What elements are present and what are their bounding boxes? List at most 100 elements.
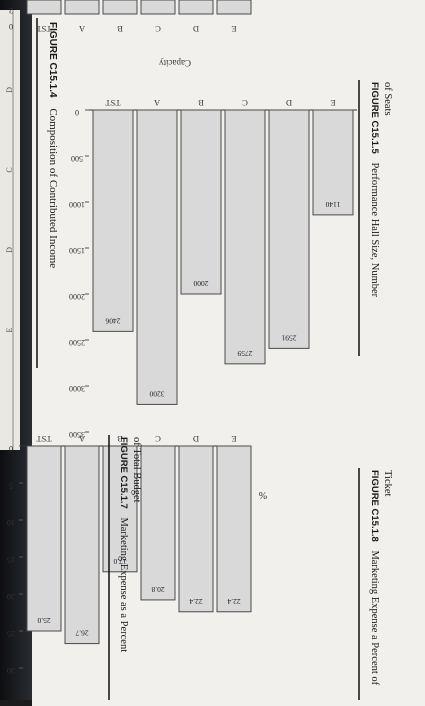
category-label: A [153,98,160,108]
bar [312,109,354,216]
figure-c15-1-7-caption: FIGURE C15.1.7 Marketing Expense as a Pe… [108,435,142,700]
bar [216,0,252,15]
tick-label: 15 [7,555,15,564]
category-label: B [117,24,123,34]
value-label: 2591 [281,333,296,342]
category-label: E [231,24,236,34]
category-labels: TST A B C D E [36,24,237,34]
figure-title: Marketing Expense a Percent of [369,550,380,685]
category-label: C [242,98,248,108]
bar [26,0,62,15]
category-label: B [198,98,204,108]
y-axis-title: % [259,489,267,500]
bar [102,445,138,573]
figure-title: Performance Hall Size, Number [369,162,380,297]
figure-label: FIGURE C15.1.7 [118,437,129,509]
figure-title: Composition of Contributed Income [47,108,59,268]
category-label: D [286,98,292,108]
value-label: 22.4 [189,597,202,606]
value-label: 25.0 [37,616,50,625]
figure-title: Marketing Expense as a Percent [118,517,129,652]
tick-label: 2500 [69,338,85,347]
bar [102,0,138,15]
figure-c15-1-5-caption: FIGURE C15.1.5 Performance Hall Size, Nu… [358,80,393,356]
topbar-letter: C [5,167,14,172]
category-label: D [193,24,199,34]
rotated-page-content: D C D E FIGURE C15.1.4 Composition of Co… [0,0,393,700]
topbar-letter: D [5,247,14,253]
y-axis-ticks: 02 [9,6,13,31]
figure-label: FIGURE C15.1.5 [369,82,380,155]
value-label: 17.0 [113,557,126,566]
category-label: A [78,24,85,34]
bar [224,109,266,365]
figure-label: FIGURE C15.1.8 [369,470,380,542]
tick-label: 5 [9,481,13,490]
bar [268,109,310,349]
topbar-letter: D [5,87,14,93]
figure-label: FIGURE C15.1.4 [47,22,58,98]
bar [140,445,176,601]
tick-label: 10 [7,518,15,527]
value-label: 3200 [149,389,164,398]
svg-text:FIGURE C15.1.4 Compositi: FIGURE C15.1.4 Composition of Contribute… [47,22,59,268]
tick-label: 0 [9,444,13,453]
category-label: TST [36,434,52,444]
svg-text:FIGURE C15.1.7 Marketing: FIGURE C15.1.7 Marketing Expense as a Pe… [118,437,129,652]
tick-label: 2000 [69,292,85,301]
value-labels: 25.0 26.7 17.0 20.8 22.4 22.4 [37,557,240,638]
figure-title-line2: Ticket [382,470,393,497]
previous-figure-strip: D C D E [0,10,20,450]
bar [216,445,252,613]
category-label: D [193,434,199,444]
svg-text:FIGURE C15.1.8 Marketing: FIGURE C15.1.8 Marketing Expense a Perce… [369,470,380,686]
y-axis-title: Capacity [159,58,191,68]
page-figures: D C D E FIGURE C15.1.4 Composition of Co… [0,0,393,700]
bar [64,0,100,15]
category-label: A [78,434,85,444]
tick-label: 30 [7,666,15,675]
bar [26,445,62,632]
topbar-letter: E [5,327,14,332]
category-label: TST [36,24,52,34]
category-label: C [155,434,161,444]
partial-top-chart: 02 TST A B C D E [9,0,252,34]
value-label: 2759 [237,349,252,358]
category-labels: TST A B C D E [36,434,237,444]
category-label: TST [105,98,121,108]
figure-c15-1-4-heading: FIGURE C15.1.4 Composition of Contribute… [36,18,59,368]
figure-c15-1-8-caption: FIGURE C15.1.8 Marketing Expense a Perce… [358,468,393,700]
bar [92,109,134,332]
value-labels: 2406 3200 2000 2759 2591 1140 [105,200,340,399]
tick-label: 2 [9,6,13,15]
bar [178,0,214,15]
figure-title-line2: of Seats [382,82,393,116]
bar [180,109,222,295]
value-label: 1140 [325,200,340,209]
category-label: E [330,98,335,108]
value-label: 20.8 [151,585,164,594]
tick-label: 25 [7,629,15,638]
tick-label: 1000 [69,200,85,209]
bar [64,445,100,645]
tick-label: 3000 [69,384,85,393]
bars [26,445,252,645]
bar [178,445,214,613]
value-label: 2406 [105,316,120,325]
value-label: 26.7 [75,629,88,638]
tick-label: 3500 [69,430,85,439]
svg-text:FIGURE C15.1.5 Performan: FIGURE C15.1.5 Performance Hall Size, Nu… [369,82,380,298]
bars [92,109,354,405]
y-axis-ticks: 0 500 1000 1500 2000 2500 3000 3500 [69,108,357,439]
category-label: C [155,24,161,34]
tick-label: 0 [75,108,79,117]
value-label: 22.4 [227,597,240,606]
tick-label: 0 [9,22,13,31]
tick-label: 500 [71,154,83,163]
tick-label: 1500 [69,246,85,255]
bar [136,109,178,405]
category-label: E [231,434,236,444]
value-label: 2000 [193,279,208,288]
figure-title-line2: of Total Budget [131,437,142,503]
